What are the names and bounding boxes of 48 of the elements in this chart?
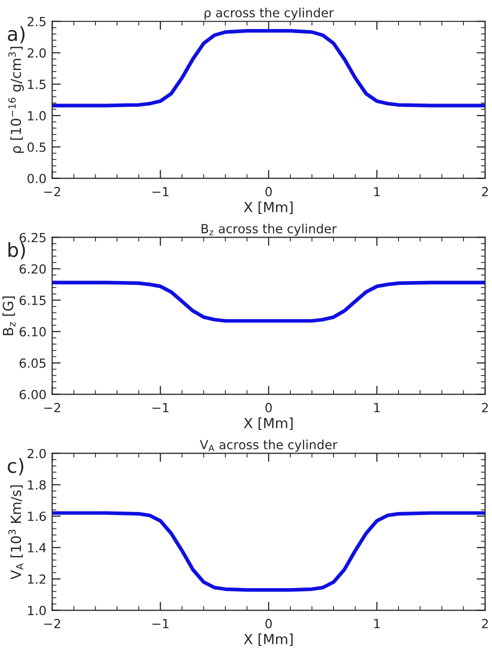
- chart-title: ρ across the cylinder: [204, 8, 334, 20]
- y-tick-label: 1.0: [28, 606, 46, 616]
- y-tick-label: 1.8: [28, 480, 46, 490]
- y-axis-title: ρ [10$^{−16}$ g/cm$^{3}$]: [8, 46, 24, 153]
- line-series: [52, 28, 486, 108]
- x-tick-label: −2: [44, 402, 60, 412]
- text: c): [8, 458, 24, 476]
- y-tick-label: 1.0: [28, 111, 46, 120]
- x-tick-label: 1: [374, 187, 380, 196]
- y-tick-label: 6.00: [20, 390, 46, 400]
- y-axis-title: V$_{A}$ [10$^{3}$ Km/s]: [8, 485, 24, 580]
- x-tick-label: 1: [374, 619, 380, 628]
- x-tick-label: −2: [44, 618, 60, 628]
- text: b): [8, 242, 25, 260]
- y-tick-label: 2.0: [28, 448, 46, 458]
- x-tick-label: −1: [152, 619, 168, 628]
- y-tick-label: 6.15: [20, 296, 46, 306]
- y-tick-label: 1.5: [28, 80, 46, 90]
- x-axis-title: X [Mm]: [244, 634, 293, 646]
- x-tick-label: 1: [374, 403, 380, 412]
- x-tick-label: 2: [482, 402, 488, 412]
- y-tick-label: 2.0: [28, 48, 46, 58]
- x-tick-label: −1: [152, 403, 168, 412]
- y-tick-label: 1.4: [28, 543, 46, 552]
- chart-title: B$_{z}$ across the cylinder: [202, 224, 337, 236]
- x-tick-label: 0: [265, 402, 272, 412]
- y-axis-title: B$_{z}$ [G]: [2, 296, 16, 336]
- line-series: [52, 511, 486, 592]
- y-tick-label: 1.2: [28, 574, 46, 584]
- y-tick-label: 6.25: [20, 232, 46, 242]
- x-tick-label: 2: [482, 186, 488, 196]
- x-tick-label: −2: [44, 186, 60, 196]
- y-tick-label: 6.05: [20, 358, 46, 368]
- chart-title: V$_{A}$ across the cylinder: [200, 440, 338, 452]
- y-tick-label: 6.10: [20, 327, 46, 336]
- y-tick-label: 1.6: [28, 512, 46, 522]
- text: a): [8, 26, 25, 44]
- x-tick-label: −1: [152, 187, 168, 196]
- x-axis-title: X [Mm]: [244, 418, 293, 430]
- x-tick-label: 0: [265, 618, 272, 628]
- y-tick-label: 2.5: [28, 16, 46, 26]
- x-tick-label: 2: [482, 618, 488, 628]
- y-tick-label: 0.5: [28, 142, 46, 152]
- y-tick-label: 6.20: [20, 264, 46, 274]
- x-tick-label: 0: [265, 186, 272, 196]
- y-tick-label: 0.0: [28, 174, 46, 184]
- line-series: [52, 280, 486, 323]
- x-axis-title: X [Mm]: [244, 202, 293, 214]
